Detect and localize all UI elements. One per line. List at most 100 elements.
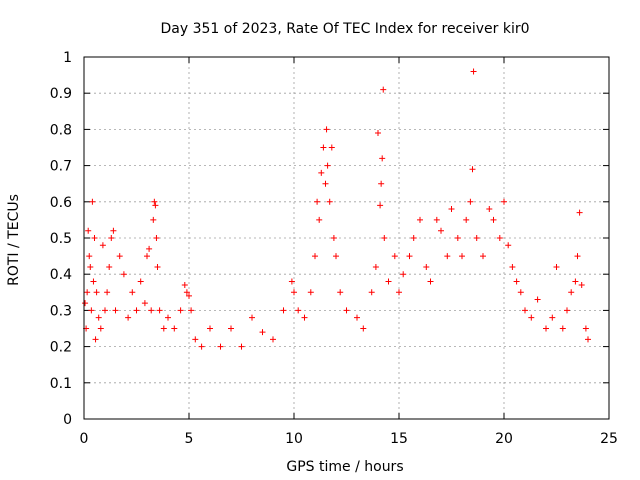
data-point <box>318 169 325 176</box>
data-point <box>133 307 140 314</box>
data-point <box>288 278 295 285</box>
data-point <box>150 216 157 223</box>
y-tick-label: 0 <box>63 412 72 428</box>
data-point <box>207 325 213 332</box>
data-point <box>522 307 528 314</box>
data-point <box>87 263 94 270</box>
data-point <box>280 307 287 314</box>
data-point <box>92 336 99 343</box>
data-point <box>572 278 579 285</box>
data-point <box>192 336 199 343</box>
data-point <box>585 336 591 343</box>
data-point <box>320 144 327 151</box>
data-point <box>513 278 520 285</box>
data-point <box>156 307 163 314</box>
data-point <box>154 263 161 270</box>
data-point <box>343 307 350 314</box>
data-point <box>377 202 384 209</box>
data-point <box>379 155 386 162</box>
data-point <box>505 242 512 249</box>
data-point <box>95 314 102 321</box>
y-tick-label: 0.5 <box>50 231 72 247</box>
x-tick-label: 15 <box>390 431 408 447</box>
data-point <box>183 289 190 296</box>
data-point <box>517 289 524 296</box>
data-point <box>448 206 455 213</box>
data-point <box>152 202 159 209</box>
data-point <box>137 278 144 285</box>
data-point <box>578 282 585 289</box>
data-point <box>116 253 123 260</box>
data-point <box>129 289 136 296</box>
data-point <box>385 278 392 285</box>
data-point <box>490 216 497 223</box>
data-point <box>151 198 158 205</box>
data-point <box>400 271 407 278</box>
data-point <box>378 180 385 187</box>
data-point <box>228 325 234 332</box>
chart-title: Day 351 of 2023, Rate Of TEC Index for r… <box>160 21 529 37</box>
data-point <box>108 235 115 241</box>
x-tick-label: 0 <box>80 431 89 447</box>
data-point <box>467 198 474 205</box>
data-point <box>454 235 461 241</box>
data-point <box>186 292 192 299</box>
data-point <box>165 314 171 321</box>
data-point <box>148 307 155 314</box>
data-point <box>444 253 451 260</box>
data-point <box>91 235 98 241</box>
data-point <box>104 289 111 296</box>
data-point <box>330 235 337 241</box>
data-point <box>120 271 127 278</box>
data-point <box>470 68 477 75</box>
y-tick-label: 0.9 <box>50 86 72 102</box>
data-point <box>316 216 323 223</box>
data-point <box>333 253 339 260</box>
y-tick-label: 0.8 <box>50 122 72 138</box>
data-point <box>106 263 113 270</box>
data-point <box>372 263 379 270</box>
data-point <box>582 325 589 332</box>
data-point <box>509 263 516 270</box>
data-point <box>360 325 367 332</box>
y-tick-label: 0.2 <box>50 340 72 356</box>
data-point <box>217 343 224 350</box>
plot-frame <box>83 56 610 420</box>
data-point <box>314 198 321 205</box>
data-point <box>501 198 507 205</box>
data-point <box>354 314 360 321</box>
data-point <box>307 289 314 296</box>
data-point <box>144 253 150 260</box>
data-point <box>576 209 583 216</box>
x-tick-label: 5 <box>185 431 194 447</box>
data-point <box>574 253 581 260</box>
data-point <box>323 126 330 133</box>
data-point <box>312 253 318 260</box>
data-point <box>423 263 430 270</box>
y-tick-label: 0.7 <box>50 159 72 175</box>
data-point <box>368 289 375 296</box>
data-point <box>238 343 245 350</box>
data-point <box>528 314 535 321</box>
data-point <box>270 336 276 343</box>
data-point <box>90 278 97 285</box>
data-point <box>549 314 556 321</box>
data-point <box>85 227 92 234</box>
data-point <box>141 300 148 307</box>
y-axis-label: ROTI / TECUs <box>6 194 22 286</box>
y-tick-label: 0.3 <box>50 303 72 319</box>
data-point <box>86 253 93 260</box>
data-point <box>559 325 566 332</box>
data-point <box>82 300 89 307</box>
data-point <box>249 314 255 321</box>
data-point <box>480 253 486 260</box>
data-point <box>125 314 132 321</box>
data-point <box>97 325 104 332</box>
x-tick-label: 20 <box>495 431 513 447</box>
data-point <box>406 253 413 260</box>
data-point <box>469 166 476 173</box>
data-point <box>534 296 541 303</box>
data-point <box>337 289 344 296</box>
data-point <box>99 242 106 249</box>
